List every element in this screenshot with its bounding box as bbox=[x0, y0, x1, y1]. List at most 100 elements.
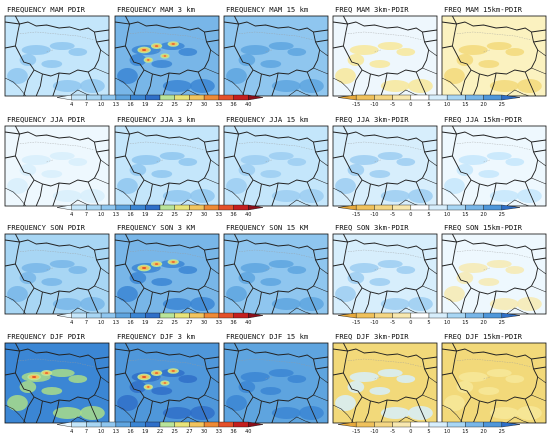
country-border bbox=[313, 30, 328, 32]
colorbar-tick-label: 16 bbox=[127, 102, 133, 108]
colorbar-tick-label: 10 bbox=[98, 320, 104, 326]
river-line bbox=[375, 377, 381, 379]
country-border bbox=[425, 40, 437, 42]
colorbar-tick-label: 16 bbox=[127, 429, 133, 435]
river-line bbox=[375, 160, 381, 162]
river-line bbox=[17, 359, 94, 367]
country-border bbox=[452, 16, 456, 24]
map-panel: FREQUENCY JJA 15 km bbox=[223, 115, 329, 207]
field-region bbox=[52, 298, 82, 310]
colorbar-tick-label: 20 bbox=[480, 212, 486, 218]
country-border bbox=[333, 46, 343, 48]
country-border bbox=[207, 258, 219, 260]
peak-value-region bbox=[44, 372, 49, 374]
field-region bbox=[129, 381, 147, 393]
country-border bbox=[316, 258, 328, 260]
river-line bbox=[47, 377, 53, 379]
river-line bbox=[17, 142, 94, 150]
river-line bbox=[454, 250, 531, 258]
field-region bbox=[226, 395, 247, 411]
field-region bbox=[505, 375, 525, 383]
colorbar-swatch bbox=[248, 204, 264, 211]
country-border bbox=[134, 397, 144, 423]
colorbar-tick-label: -15 bbox=[352, 429, 360, 435]
colorbar-swatch bbox=[410, 312, 430, 319]
map-panel: FREQUENCY SON 3 KM bbox=[114, 223, 220, 315]
country-border bbox=[224, 349, 239, 351]
river-line bbox=[266, 377, 272, 379]
country-border bbox=[416, 182, 426, 206]
colorbar-tick-label: 16 bbox=[127, 320, 133, 326]
country-border bbox=[425, 258, 437, 260]
panel-frame bbox=[4, 125, 110, 207]
map-panel: FREQ SON 3km-PDIR bbox=[332, 223, 438, 315]
country-border bbox=[224, 132, 239, 134]
coastline bbox=[320, 160, 328, 166]
country-border bbox=[88, 72, 98, 96]
colorbar-tick-label: 20 bbox=[480, 320, 486, 326]
difference-colorbar: -15 -10 -5 0 5 10 15 20 25 bbox=[337, 312, 521, 326]
country-border bbox=[333, 264, 343, 266]
field-region bbox=[298, 297, 324, 311]
country-border bbox=[5, 240, 20, 242]
colorbar-swatch bbox=[174, 204, 190, 211]
country-border bbox=[97, 367, 109, 369]
country-border bbox=[534, 150, 546, 152]
country-border bbox=[5, 46, 15, 48]
colorbar-swatch bbox=[428, 312, 448, 319]
field-region bbox=[178, 48, 198, 56]
country-border bbox=[94, 357, 109, 359]
country-border bbox=[473, 184, 479, 206]
colorbar-swatch bbox=[218, 312, 234, 319]
country-border bbox=[422, 140, 437, 142]
river-line bbox=[17, 32, 94, 40]
frequency-colorbar: 4 7 10 13 16 19 22 25 27 30 33 36 40 bbox=[56, 94, 264, 108]
field-region bbox=[226, 178, 247, 194]
country-border bbox=[125, 16, 129, 24]
country-border bbox=[343, 343, 347, 351]
field-region bbox=[369, 60, 391, 68]
country-border bbox=[36, 401, 42, 423]
country-border bbox=[416, 290, 426, 314]
country-border bbox=[243, 70, 253, 96]
colorbar-swatch bbox=[189, 312, 205, 319]
colorbar-swatch bbox=[483, 421, 502, 428]
country-border bbox=[452, 234, 456, 242]
field-region bbox=[458, 263, 488, 273]
country-border bbox=[24, 288, 34, 314]
coastline bbox=[101, 377, 109, 383]
country-border bbox=[207, 150, 219, 152]
colorbar-tick-label: 10 bbox=[444, 102, 450, 108]
field-region bbox=[240, 263, 270, 273]
coastline bbox=[313, 68, 328, 74]
colorbar-tick-label: 15 bbox=[462, 320, 468, 326]
colorbar-tick-label: 36 bbox=[230, 212, 236, 218]
country-border bbox=[452, 132, 537, 186]
river-line bbox=[266, 50, 272, 52]
country-border bbox=[461, 70, 471, 96]
colorbar-swatch bbox=[356, 312, 375, 319]
field-region bbox=[79, 189, 105, 203]
country-border bbox=[333, 349, 348, 351]
colorbar-swatch bbox=[203, 204, 220, 211]
coastline bbox=[422, 68, 437, 74]
country-border bbox=[442, 46, 452, 48]
map-panel: FREQUENCY DJF PDIR bbox=[4, 332, 110, 424]
country-border bbox=[333, 240, 348, 242]
colorbar-swatch bbox=[115, 204, 131, 211]
river-line bbox=[127, 250, 204, 258]
field-region bbox=[407, 189, 433, 203]
field-region bbox=[41, 170, 63, 178]
field-region bbox=[407, 406, 433, 420]
field-region bbox=[151, 387, 173, 395]
coastline bbox=[531, 68, 546, 74]
field-region bbox=[240, 45, 270, 55]
colorbar-swatch bbox=[115, 421, 131, 428]
map-panel: FREQ MAM 3km-PDIR bbox=[332, 5, 438, 97]
coastline bbox=[94, 286, 109, 292]
peak-value-region bbox=[142, 49, 147, 51]
map-panel: FREQUENCY SON PDIR bbox=[4, 223, 110, 315]
colorbar-swatch bbox=[189, 421, 205, 428]
coastline bbox=[224, 405, 245, 423]
colorbar-tick-label: 19 bbox=[142, 212, 148, 218]
